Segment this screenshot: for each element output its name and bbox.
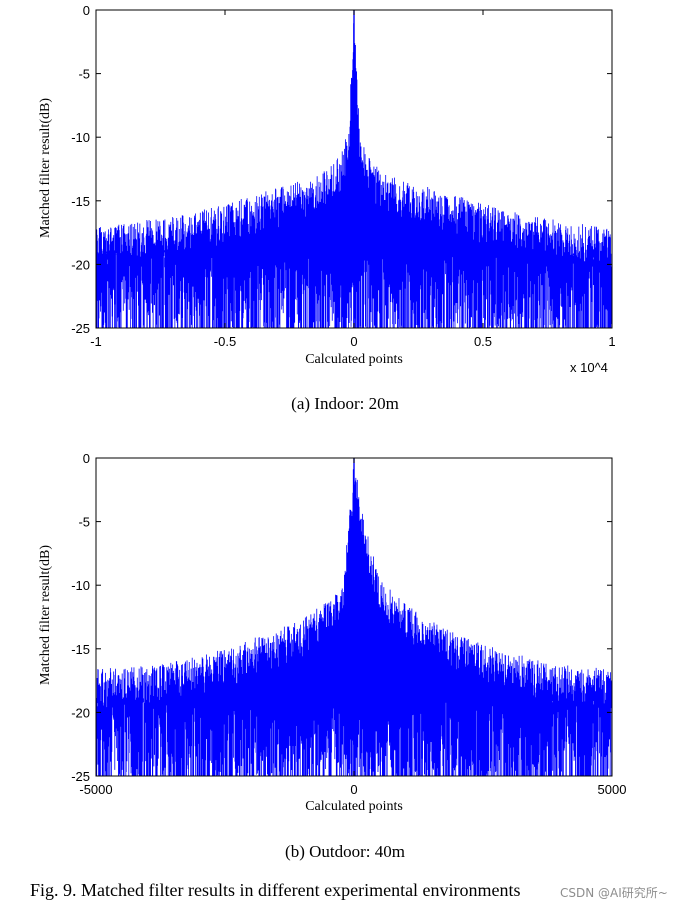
chart-indoor: Calculated points Matched filter result(… — [38, 3, 616, 413]
caption-outdoor: (b) Outdoor: 40m — [285, 842, 405, 861]
y-tick-label: 0 — [83, 451, 90, 466]
x-tick-label: -0.5 — [214, 334, 236, 349]
x-tick-label: 0 — [350, 334, 357, 349]
y-tick-label: -5 — [78, 67, 90, 82]
plot-area-indoor — [95, 10, 613, 328]
x-tick-label: -1 — [90, 334, 102, 349]
y-tick-label: -20 — [71, 705, 90, 720]
x-tick-label: -5000 — [79, 782, 112, 797]
y-tick-label: -15 — [71, 194, 90, 209]
xlabel-outdoor: Calculated points — [305, 799, 403, 814]
x-tick-label: 1 — [608, 334, 615, 349]
y-tick-label: -25 — [71, 769, 90, 784]
y-tick-label: -5 — [78, 515, 90, 530]
figure-caption: Fig. 9. Matched filter results in differ… — [30, 880, 521, 900]
x-tick-label: 5000 — [598, 782, 627, 797]
chart-outdoor: Calculated points Matched filter result(… — [38, 451, 626, 861]
watermark: CSDN @AI研究所~ — [560, 885, 668, 900]
xlabel-indoor: Calculated points — [305, 352, 403, 367]
x-tick-label: 0 — [350, 782, 357, 797]
y-tick-label: -10 — [71, 130, 90, 145]
y-tick-label: -25 — [71, 321, 90, 336]
y-tick-label: -20 — [71, 257, 90, 272]
x-tick-label: 0.5 — [474, 334, 492, 349]
plot-area-outdoor — [95, 458, 613, 776]
x-scale-note-indoor: x 10^4 — [570, 360, 608, 375]
y-tick-label: -10 — [71, 578, 90, 593]
y-tick-label: 0 — [83, 3, 90, 18]
ylabel-indoor: Matched filter result(dB) — [38, 98, 53, 238]
ylabel-outdoor: Matched filter result(dB) — [38, 545, 53, 685]
y-tick-label: -15 — [71, 642, 90, 657]
caption-indoor: (a) Indoor: 20m — [291, 394, 399, 413]
